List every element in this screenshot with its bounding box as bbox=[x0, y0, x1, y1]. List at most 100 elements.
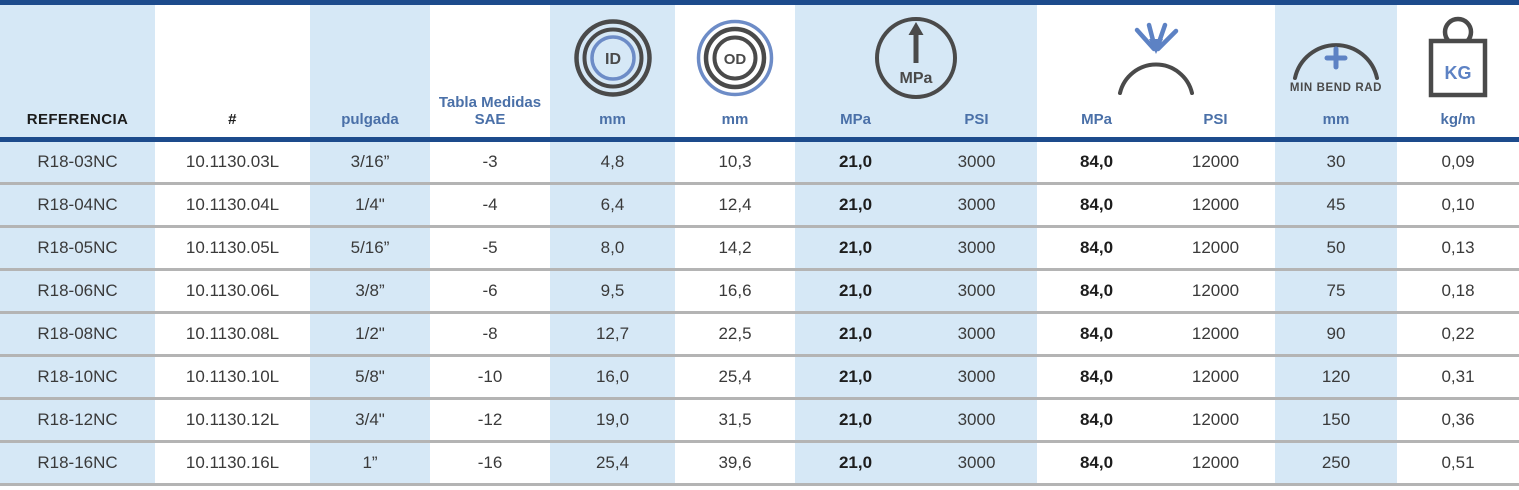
cell-od: 22,5 bbox=[718, 324, 752, 343]
cell-od: 14,2 bbox=[718, 238, 752, 257]
weight-unit-label: kg/m bbox=[1440, 110, 1476, 128]
part-number-label: # bbox=[228, 110, 237, 128]
id-unit-label: mm bbox=[599, 110, 626, 128]
cell-bend: 250 bbox=[1275, 443, 1397, 483]
cell-bp_mpa: 84,0 bbox=[1079, 281, 1114, 300]
row-divider bbox=[0, 397, 1519, 400]
burst-pressure-icon bbox=[1037, 5, 1275, 111]
cell-bend: 45 bbox=[1275, 185, 1397, 225]
cell-wp_psi: 3000 bbox=[916, 185, 1037, 225]
cell-num: 10.1130.04L bbox=[185, 195, 280, 214]
cell-od: 10,3 bbox=[718, 152, 752, 171]
burst-psi-label: PSI bbox=[1203, 111, 1228, 128]
cell-wp_mpa: 21,0 bbox=[795, 185, 916, 225]
cell-bend: 50 bbox=[1275, 228, 1397, 268]
cell-wp_mpa: 21,0 bbox=[795, 271, 916, 311]
row-divider bbox=[0, 268, 1519, 271]
cell-ref: R18-04NC bbox=[0, 185, 155, 225]
svg-text:MPa: MPa bbox=[900, 70, 933, 87]
cell-weight: 0,36 bbox=[1441, 410, 1475, 429]
cell-wp_psi: 3000 bbox=[916, 357, 1037, 397]
row-divider bbox=[0, 225, 1519, 228]
header-part-number: # bbox=[155, 5, 310, 137]
cell-ref: R18-05NC bbox=[0, 228, 155, 268]
cell-inch: 5/8" bbox=[310, 357, 430, 397]
cell-bp_psi: 12000 bbox=[1191, 195, 1240, 214]
cell-id: 12,7 bbox=[550, 314, 675, 354]
sae-label: Tabla Medidas SAE bbox=[439, 94, 541, 129]
min-bend-radius-icon: MIN BEND RAD bbox=[1275, 5, 1397, 111]
cell-weight: 0,18 bbox=[1441, 281, 1475, 300]
sae-label-line1: Tabla Medidas bbox=[438, 93, 542, 111]
row-divider bbox=[0, 483, 1519, 486]
cell-id: 19,0 bbox=[550, 400, 675, 440]
cell-bp_psi: 12000 bbox=[1191, 281, 1240, 300]
working-mpa-label: MPa bbox=[840, 111, 871, 128]
cell-wp_mpa: 21,0 bbox=[795, 142, 916, 182]
cell-sae: -6 bbox=[482, 281, 498, 300]
cell-inch: 3/16” bbox=[310, 142, 430, 182]
cell-wp_psi: 3000 bbox=[916, 400, 1037, 440]
header-inner-diameter: ID mm bbox=[550, 5, 675, 137]
header-burst-pressure: MPa PSI bbox=[1037, 5, 1275, 137]
cell-weight: 0,10 bbox=[1441, 195, 1475, 214]
header-outer-diameter: OD mm bbox=[675, 5, 795, 137]
cell-id: 4,8 bbox=[550, 142, 675, 182]
table-row: R18-16NC 10.1130.16L 1” -16 25,4 39,6 21,0 3000… bbox=[0, 443, 1519, 483]
cell-od: 12,4 bbox=[718, 195, 752, 214]
working-psi-label: PSI bbox=[964, 111, 989, 128]
cell-ref: R18-06NC bbox=[0, 271, 155, 311]
cell-inch: 5/16” bbox=[310, 228, 430, 268]
working-pressure-units: MPa PSI bbox=[795, 111, 1037, 128]
cell-bp_mpa: 84,0 bbox=[1079, 195, 1114, 214]
burst-mpa-label: MPa bbox=[1081, 111, 1112, 128]
bend-unit-label: mm bbox=[1322, 110, 1350, 128]
cell-ref: R18-12NC bbox=[0, 400, 155, 440]
cell-wp_psi: 3000 bbox=[916, 142, 1037, 182]
cell-bend: 30 bbox=[1275, 142, 1397, 182]
table-header: REFERENCIA # pulgada Tabla Medidas SAE I… bbox=[0, 5, 1519, 137]
cell-id: 25,4 bbox=[550, 443, 675, 483]
cell-num: 10.1130.12L bbox=[185, 410, 280, 429]
cell-wp_psi: 3000 bbox=[916, 443, 1037, 483]
cell-id: 6,4 bbox=[550, 185, 675, 225]
cell-num: 10.1130.08L bbox=[185, 324, 280, 343]
cell-weight: 0,22 bbox=[1441, 324, 1475, 343]
row-divider bbox=[0, 311, 1519, 314]
cell-bp_psi: 12000 bbox=[1191, 324, 1240, 343]
outer-diameter-icon: OD bbox=[675, 5, 795, 111]
min-bend-rad-label: MIN BEND RAD bbox=[1289, 81, 1383, 94]
cell-inch: 3/4" bbox=[310, 400, 430, 440]
table-body: R18-03NC 10.1130.03L 3/16” -3 4,8 10,3 21,0 300… bbox=[0, 142, 1519, 486]
row-divider bbox=[0, 440, 1519, 443]
cell-ref: R18-10NC bbox=[0, 357, 155, 397]
table-row: R18-06NC 10.1130.06L 3/8” -6 9,5 16,6 21,0 3000… bbox=[0, 271, 1519, 311]
cell-num: 10.1130.03L bbox=[185, 152, 280, 171]
cell-weight: 0,13 bbox=[1441, 238, 1475, 257]
cell-wp_mpa: 21,0 bbox=[795, 443, 916, 483]
referencia-label: REFERENCIA bbox=[26, 110, 129, 128]
row-divider bbox=[0, 182, 1519, 185]
sae-label-line2: SAE bbox=[474, 110, 506, 128]
cell-bp_psi: 12000 bbox=[1191, 367, 1240, 386]
table-row: R18-03NC 10.1130.03L 3/16” -3 4,8 10,3 21,0 300… bbox=[0, 142, 1519, 182]
top-border bbox=[0, 0, 1519, 5]
cell-bend: 90 bbox=[1275, 314, 1397, 354]
cell-wp_mpa: 21,0 bbox=[795, 357, 916, 397]
cell-id: 8,0 bbox=[550, 228, 675, 268]
cell-id: 9,5 bbox=[550, 271, 675, 311]
cell-bp_psi: 12000 bbox=[1191, 238, 1240, 257]
cell-od: 31,5 bbox=[718, 410, 752, 429]
cell-sae: -12 bbox=[477, 410, 503, 429]
header-working-pressure: MPa MPa PSI bbox=[795, 5, 1037, 137]
cell-num: 10.1130.06L bbox=[185, 281, 280, 300]
cell-sae: -10 bbox=[477, 367, 503, 386]
cell-wp_mpa: 21,0 bbox=[795, 400, 916, 440]
header-weight: KG kg/m bbox=[1397, 5, 1519, 137]
pressure-gauge-icon: MPa bbox=[795, 5, 1037, 111]
od-unit-label: mm bbox=[721, 110, 749, 128]
cell-sae: -5 bbox=[482, 238, 498, 257]
inner-diameter-icon: ID bbox=[550, 5, 675, 111]
cell-wp_psi: 3000 bbox=[916, 271, 1037, 311]
header-min-bend-radius: MIN BEND RAD mm bbox=[1275, 5, 1397, 137]
